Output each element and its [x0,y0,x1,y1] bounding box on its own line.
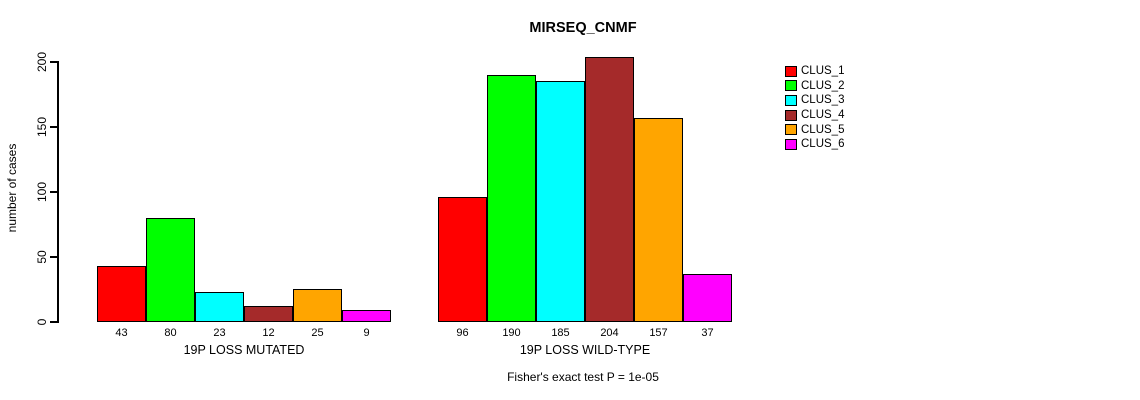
y-axis-line [57,61,59,323]
bar-clus_4-wildtype [585,57,634,322]
y-tick-label: 100 [35,181,49,203]
bar-clus_1-wildtype [438,197,487,322]
y-tick-mark [50,321,58,323]
legend-label: CLUS_5 [801,123,845,136]
legend-label: CLUS_6 [801,138,845,151]
bar-clus_3-wildtype [536,81,585,322]
legend-item-clus_4: CLUS_4 [785,108,844,123]
fisher-test-annotation: Fisher's exact test P = 1e-05 [507,370,659,384]
legend-label: CLUS_4 [801,109,845,122]
bar-clus_3-mutated [195,292,244,322]
y-tick-label: 50 [35,250,49,264]
bar-value-label: 185 [551,327,570,339]
y-axis-label: number of cases [5,143,19,233]
bar-value-label: 80 [164,327,177,339]
bar-value-label: 25 [311,327,324,339]
bar-clus_2-mutated [146,218,195,322]
y-tick-mark [50,61,58,63]
legend-swatch-icon [785,65,797,77]
legend-swatch-icon [785,138,797,150]
group-label-mutated: 19P LOSS MUTATED [183,343,305,357]
bar-value-label: 204 [600,327,619,339]
legend-label: CLUS_1 [801,65,845,78]
bar-clus_5-mutated [293,289,342,322]
bar-value-label: 43 [115,327,128,339]
legend-swatch-icon [785,109,797,121]
legend-item-clus_1: CLUS_1 [785,64,844,79]
legend-swatch-icon [785,80,797,92]
bar-clus_4-mutated [244,306,293,322]
bar-clus_1-mutated [97,266,146,322]
bar-clus_2-wildtype [487,75,536,322]
bar-value-label: 190 [502,327,521,339]
legend-item-clus_3: CLUS_3 [785,93,844,108]
legend-swatch-icon [785,124,797,136]
legend-swatch-icon [785,94,797,106]
y-tick-mark [50,191,58,193]
y-tick-label: 0 [35,318,49,326]
bar-clus_5-wildtype [634,118,683,322]
y-tick-mark [50,256,58,258]
bar-value-label: 12 [262,327,275,339]
bar-value-label: 37 [701,327,714,339]
bar-clus_6-wildtype [683,274,732,322]
legend-label: CLUS_2 [801,79,845,92]
bar-value-label: 157 [649,327,668,339]
legend-item-clus_6: CLUS_6 [785,137,844,152]
legend: CLUS_1 CLUS_2 CLUS_3 CLUS_4 CLUS_5 CLUS_6 [785,64,844,152]
y-tick-mark [50,126,58,128]
y-tick-label: 200 [35,51,49,73]
bar-clus_6-mutated [342,310,391,322]
bar-value-label: 23 [213,327,226,339]
y-tick-label: 150 [35,116,49,138]
bar-value-label: 9 [363,327,370,339]
legend-item-clus_5: CLUS_5 [785,122,844,137]
group-label-wildtype: 19P LOSS WILD-TYPE [519,343,651,357]
chart-title: MIRSEQ_CNMF [529,20,637,36]
legend-item-clus_2: CLUS_2 [785,79,844,94]
bar-value-label: 96 [456,327,469,339]
legend-label: CLUS_3 [801,94,845,107]
